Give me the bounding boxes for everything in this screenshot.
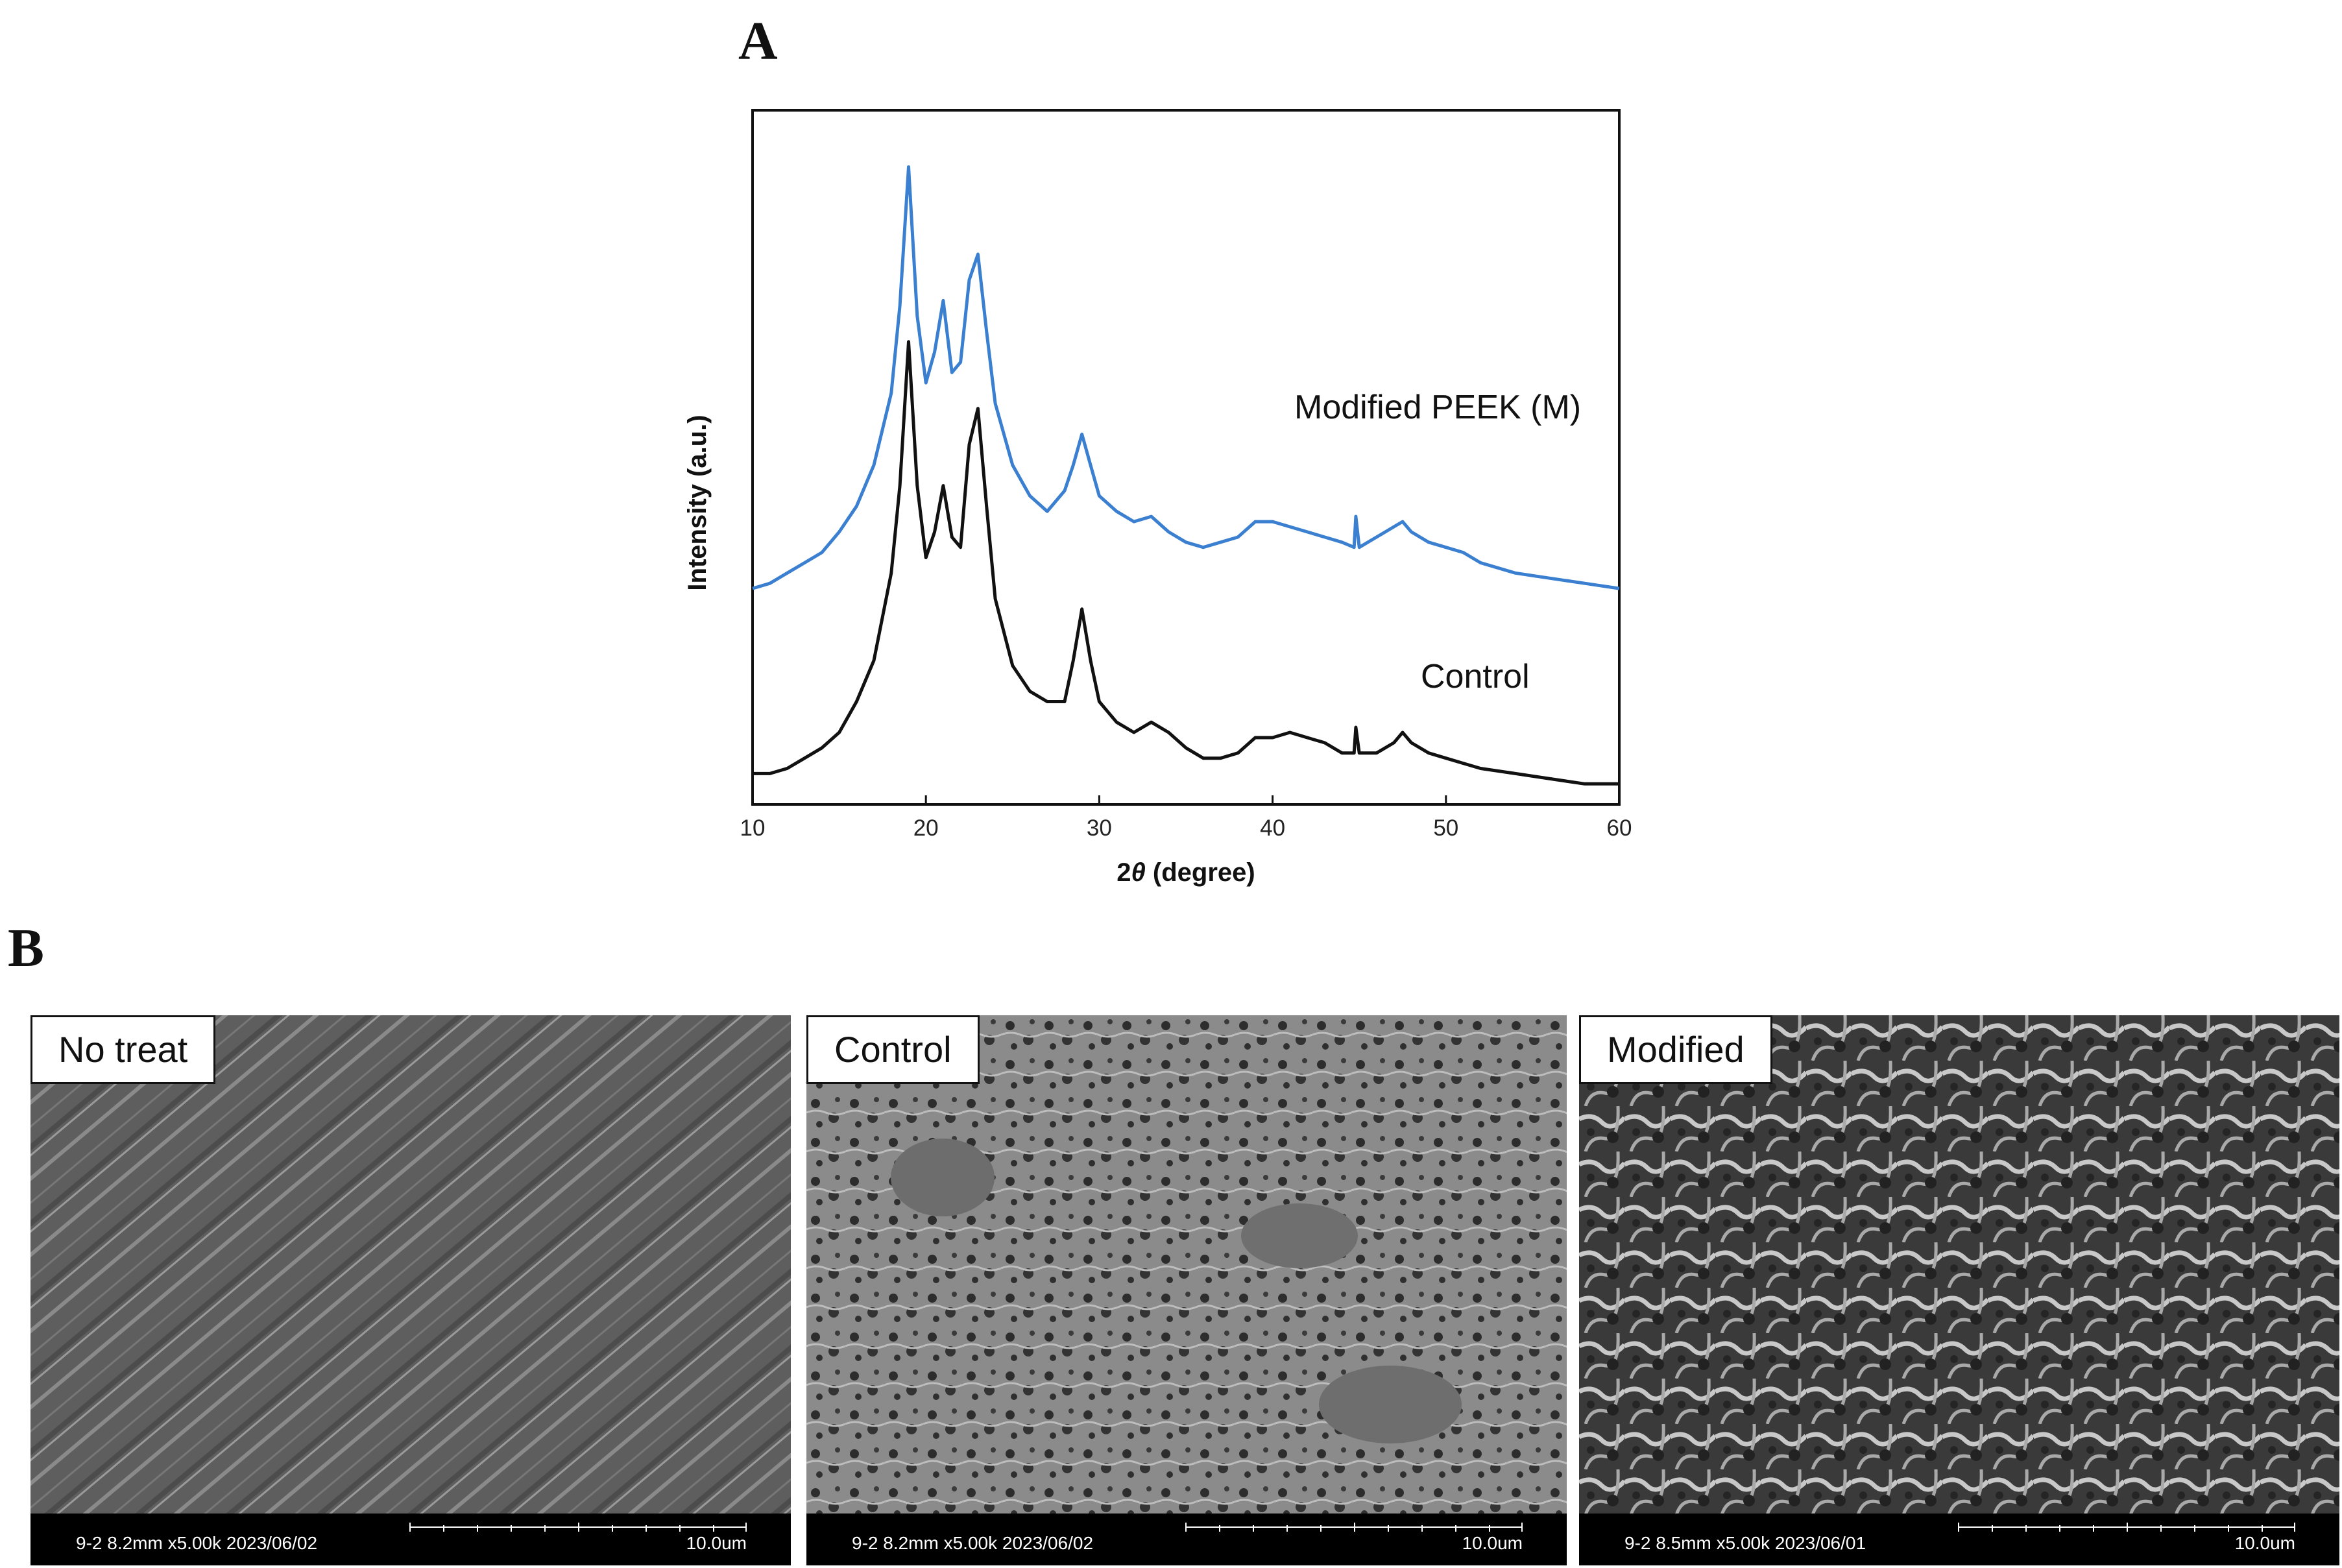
series-label-control: Control [1421, 658, 1530, 695]
series-line-control [753, 340, 1619, 786]
scale-ruler [1185, 1523, 1523, 1532]
sem-texture-porous [806, 1015, 1567, 1565]
sem-image-modified: Modified 9-2 8.5mm x5.00k 2023/06/01 10.… [1579, 1015, 2339, 1565]
sem-info-bar: 9-2 8.2mm x5.00k 2023/06/02 10.0um [30, 1514, 791, 1565]
series-label-modified: Modified PEEK (M) [1294, 389, 1581, 426]
x-tick-label: 10 [740, 815, 766, 841]
scale-ruler [1958, 1523, 2295, 1532]
y-axis-label: Intensity (a.u.) [683, 415, 712, 590]
x-axis-label-prefix: 2 [1117, 858, 1131, 887]
x-tick-label: 40 [1260, 815, 1285, 841]
series-line-modified [752, 165, 1620, 590]
sem-meta-text: 9-2 8.2mm x5.00k 2023/06/02 [852, 1533, 1094, 1553]
sem-label-control: Control [806, 1015, 980, 1084]
xrd-chart: 10 20 30 40 50 60 Modified PEEK (M) Control 2… [683, 109, 1632, 887]
sem-texture-network [1579, 1015, 2339, 1565]
scale-ruler [409, 1523, 747, 1532]
sem-scale-text: 10.0um [686, 1533, 747, 1553]
x-tick-label: 30 [1087, 815, 1112, 841]
x-axis-ticks [751, 795, 1621, 804]
sem-scale-text: 10.0um [1462, 1533, 1523, 1553]
series-lines [752, 165, 1620, 786]
sem-label-no-treat: No treat [30, 1015, 216, 1084]
x-tick-label: 50 [1433, 815, 1458, 841]
sem-info-bar: 9-2 8.2mm x5.00k 2023/06/02 10.0um [806, 1514, 1567, 1565]
x-axis-label-symbol: θ [1131, 858, 1146, 887]
sem-meta-text: 9-2 8.2mm x5.00k 2023/06/02 [76, 1533, 318, 1553]
panel-a-letter: A [738, 11, 778, 71]
x-axis-label: 2θ (degree) [1117, 858, 1255, 887]
sem-scale-text: 10.0um [2234, 1533, 2295, 1553]
plot-frame [751, 109, 1621, 806]
sem-image-no-treat: No treat 9-2 8.2mm x5.00k 2023/06/02 10.… [30, 1015, 791, 1565]
sem-image-control: Control 9-2 8.2mm x5.00k 2023/06/02 10.0… [806, 1015, 1567, 1565]
x-tick-label: 20 [913, 815, 939, 841]
x-tick-label: 60 [1607, 815, 1632, 841]
sem-texture-striated [30, 1015, 791, 1565]
panel-b-letter: B [8, 918, 45, 978]
x-axis-label-suffix: (degree) [1146, 858, 1255, 887]
sem-info-bar: 9-2 8.5mm x5.00k 2023/06/01 10.0um [1579, 1514, 2339, 1565]
x-axis-tick-labels: 10 20 30 40 50 60 [740, 815, 1632, 841]
sem-label-modified: Modified [1579, 1015, 1772, 1084]
sem-meta-text: 9-2 8.5mm x5.00k 2023/06/01 [1624, 1533, 1866, 1553]
